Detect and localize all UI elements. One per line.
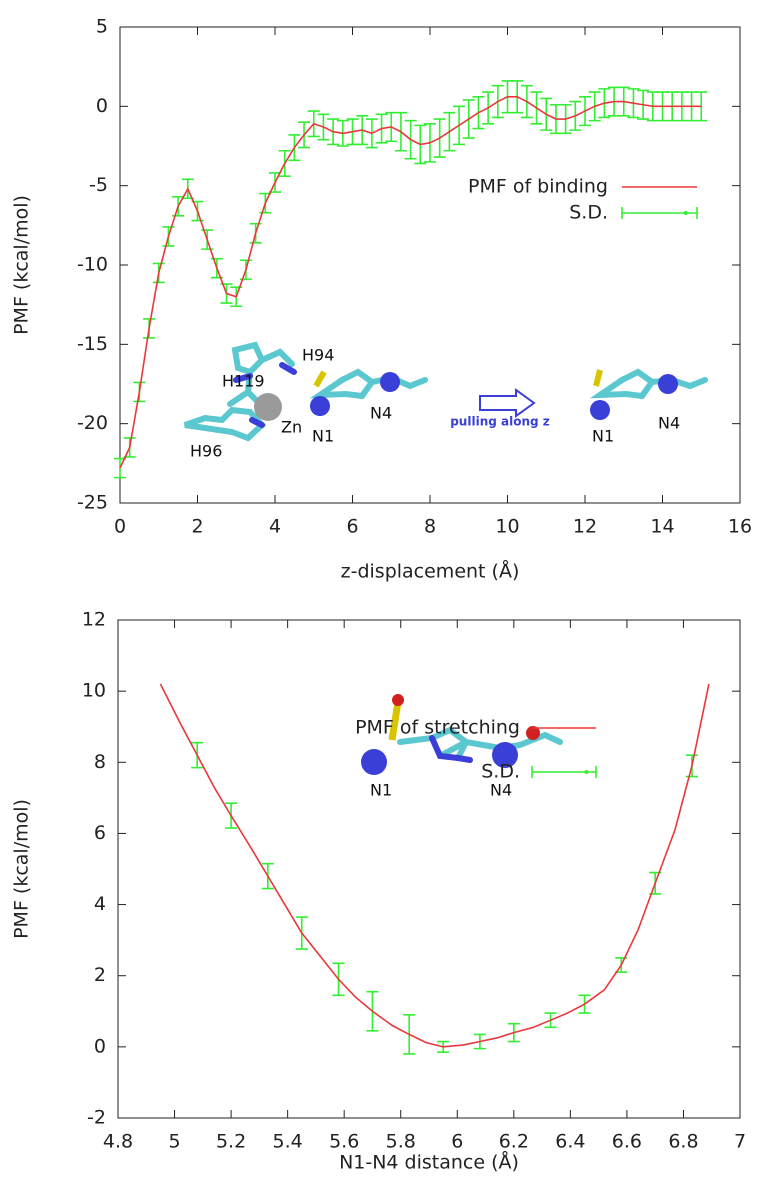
y-tick-label: 12 <box>82 609 106 631</box>
legend-label: PMF of stretching <box>355 717 520 739</box>
x-tick-label: 5 <box>168 1131 180 1153</box>
x-tick-label: 0 <box>114 516 126 538</box>
annotation: N1 <box>312 427 334 446</box>
annotation: N4 <box>658 414 680 433</box>
x-tick-label: 6.4 <box>555 1131 585 1153</box>
pull-arrow <box>480 390 534 416</box>
y-tick-label: -10 <box>77 254 108 276</box>
y-tick-label: 0 <box>94 1035 106 1057</box>
plot: 4.8 5 5.2 5.4 5.6 5.8 6 6.2 6.4 6.6 6.8 7 -2 0 2 4 6 8 10 1… <box>11 609 747 1174</box>
x-tick-label: 2 <box>191 516 203 538</box>
x-tick-label: 16 <box>728 516 752 538</box>
y-tick-label: -20 <box>77 412 108 434</box>
y-tick-label: -2 <box>87 1107 106 1129</box>
y-tick-label: 10 <box>82 680 106 702</box>
molecule-top-left <box>185 345 705 438</box>
y-tick-label: 8 <box>94 751 106 773</box>
x-axis-label: z-displacement (Å) <box>341 560 520 583</box>
annotation: N1 <box>592 427 614 446</box>
x-tick-label: 5.6 <box>329 1131 359 1153</box>
annotation: H94 <box>302 346 334 365</box>
annotation: H119 <box>222 372 265 391</box>
x-tick-label: 5.2 <box>216 1131 246 1153</box>
y-tick-label: -15 <box>77 333 108 355</box>
y-axis-label: PMF (kcal/mol) <box>11 799 33 939</box>
zn-atom <box>254 393 282 421</box>
n1-atom <box>310 396 330 416</box>
x-tick-label: 14 <box>650 516 674 538</box>
annotation: Zn <box>281 418 302 437</box>
legend-label: S.D. <box>481 761 520 783</box>
plot: 0 2 4 6 8 10 12 14 16 -25 -20 -15 -10 -5 0 5 z-displacem… <box>11 16 753 583</box>
x-tick-label: 4 <box>269 516 281 538</box>
annotation: H96 <box>190 442 222 461</box>
legend-swatch-dot <box>584 770 588 774</box>
annotation: pulling along z <box>450 415 550 429</box>
x-tick-label: 8 <box>424 516 436 538</box>
annotation: N4 <box>490 781 512 800</box>
x-tick-label: 7 <box>734 1131 746 1153</box>
y-tick-label: 2 <box>94 964 106 986</box>
x-tick-label: 12 <box>573 516 597 538</box>
y-tick-label: -25 <box>77 492 108 514</box>
legend-label: PMF of binding <box>468 176 608 198</box>
figure: 0246810121416-25-20-15-10-505z-displacem… <box>0 0 760 1179</box>
n4-atom <box>658 374 678 394</box>
x-tick-label: 6.6 <box>612 1131 642 1153</box>
y-tick-label: 5 <box>96 16 108 38</box>
y-axis-label: PMF (kcal/mol) <box>11 195 33 335</box>
y-tick-label: -5 <box>89 174 108 196</box>
x-tick-label: 10 <box>495 516 519 538</box>
y-tick-label: 6 <box>94 822 106 844</box>
n1-atom <box>590 400 610 420</box>
annotation: N1 <box>370 781 392 800</box>
x-tick-label: 6.2 <box>499 1131 529 1153</box>
legend-swatch-dot <box>684 211 688 215</box>
y-tick-label: 0 <box>96 95 108 117</box>
y-tick-label: 4 <box>94 893 106 915</box>
x-tick-label: 4.8 <box>103 1131 133 1153</box>
n4-atom <box>380 372 400 392</box>
x-tick-label: 6.8 <box>668 1131 698 1153</box>
x-tick-label: 6 <box>346 516 358 538</box>
x-tick-label: 5.8 <box>386 1131 416 1153</box>
annotation: N4 <box>370 404 392 423</box>
x-tick-label: 5.4 <box>273 1131 303 1153</box>
x-tick-label: 6 <box>451 1131 463 1153</box>
legend-label: S.D. <box>569 202 608 224</box>
x-axis-label: N1-N4 distance (Å) <box>339 1151 519 1174</box>
